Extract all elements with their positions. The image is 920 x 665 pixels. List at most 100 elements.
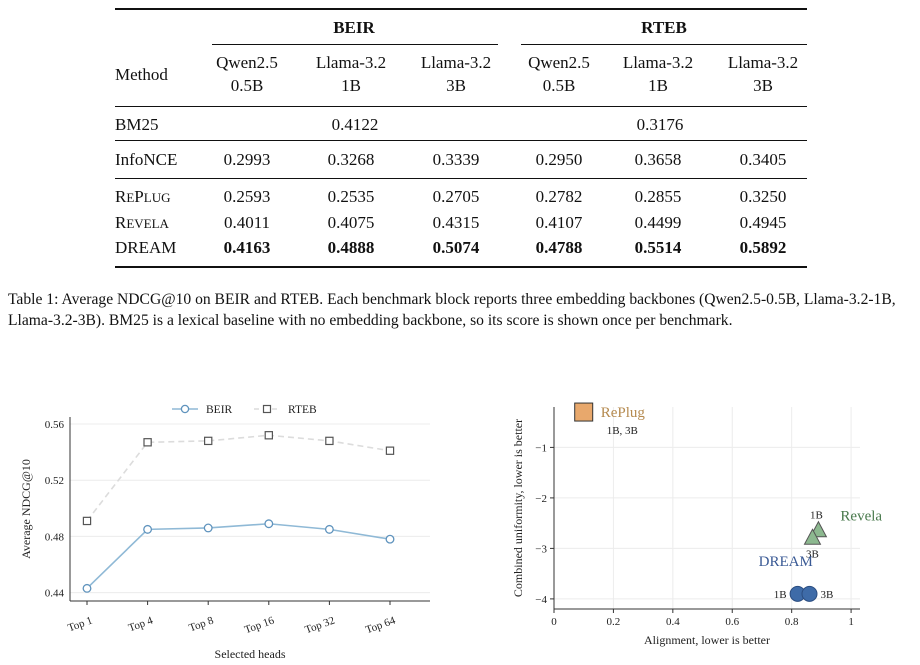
revela-value-0: 0.4011 [223,213,271,232]
dream-value-5: 0.5892 [739,238,787,257]
x-tick-label: Top 64 [364,614,397,636]
scatter-chart: 0 0.2 0.4 0.6 0.8 1 −1 −2 −3 −4 RePlug 1B, 3B 1B 3B Re… [511,402,882,647]
replug-value-3: 0.2782 [535,187,583,206]
table-caption: Table 1: Average NDCG@10 on BEIR and RTE… [8,291,896,329]
x-tick-label: 0.6 [725,616,739,628]
x-tick-label: 0.2 [607,616,621,628]
x-tick-label: Top 8 [187,614,215,634]
group-header-rteb: RTEB [641,18,687,37]
group-label-replug: RePlug [601,405,646,421]
dream-value-0: 0.4163 [223,238,271,257]
legend-marker-rteb [262,404,272,414]
y-tick-label: 0.56 [45,419,65,431]
point-label-dream-3b: 3B [820,589,833,601]
point-revela-3b [803,528,822,545]
revela-value-2: 0.4315 [432,213,480,232]
model-header-3-line0: Qwen2.5 [528,53,590,72]
x-tick-label: Top 32 [303,615,336,637]
point-replug [574,402,594,422]
y-tick-label: 0.48 [45,531,65,543]
top-rule [115,8,807,10]
point-label-replug: 1B, 3B [607,425,638,437]
header-rule [115,106,807,107]
point-label-dream-1b: 1B [774,589,787,601]
dream-value-3: 0.4788 [535,238,583,257]
replug-value-1: 0.2535 [327,187,375,206]
point-label-revela-3b: 3B [806,548,819,560]
legend-marker-beir [180,404,190,414]
point-rteb [204,436,213,446]
y-tick-label: −1 [535,442,547,454]
point-beir [324,524,334,534]
revela-value-1: 0.4075 [327,213,375,232]
point-rteb [143,438,152,447]
dream-value-1: 0.4888 [327,238,375,257]
replug-value-0: 0.2593 [223,187,271,206]
row-label-infonce: InfoNCE [115,150,178,169]
beir-rule [212,44,498,45]
model-header-5-line1: 3B [753,76,773,95]
y-tick-label: 0.44 [45,588,65,600]
model-header-4-line1: 1B [648,76,668,95]
point-label-revela-1b: 1B [810,510,823,522]
infonce-value-4: 0.3658 [634,150,682,169]
point-rteb [385,446,395,455]
replug-value-5: 0.3250 [739,187,787,206]
model-header-1-line1: 1B [341,76,361,95]
chart-legend: BEIR RTEB [172,404,317,416]
bm25-rule [115,140,807,141]
infonce-rule [115,178,807,179]
row-label-revela: REVELA [115,213,169,232]
point-rteb [82,516,92,526]
revela-value-5: 0.4945 [739,213,787,232]
x-tick-label: 1 [848,616,854,628]
x-tick-label: 0 [551,616,557,628]
x-tick-label: 0.8 [785,616,799,628]
rteb-rule [521,44,807,45]
point-rteb [264,431,274,440]
y-tick-label: 0.52 [45,475,64,487]
bm25-rteb: 0.3176 [636,115,684,134]
model-header-4-line0: Llama-3.2 [622,53,694,72]
x-tick-label: Top 1 [66,615,94,635]
row-label-bm25: BM25 [115,115,159,134]
x-axis-label: Alignment, lower is better [644,633,770,647]
x-tick-label: Top 16 [243,614,276,636]
x-tick-label: 0.4 [666,616,680,628]
model-header-2-line0: Llama-3.2 [420,53,492,72]
y-tick-label: −2 [535,493,547,505]
method-header: Method [115,65,168,84]
infonce-value-1: 0.3268 [327,150,375,169]
legend-label-rteb: RTEB [288,404,317,416]
bottom-rule [115,266,807,268]
legend-label-beir: BEIR [206,404,233,416]
point-beir [143,524,153,534]
model-header-3-line1: 0.5B [542,76,576,95]
point-dream-3b [801,585,818,602]
infonce-value-2: 0.3339 [432,150,480,169]
point-beir [264,519,274,529]
model-header-1-line0: Llama-3.2 [315,53,387,72]
model-header-0-line0: Qwen2.5 [216,53,278,72]
infonce-value-0: 0.2993 [223,150,271,169]
point-beir [385,534,395,544]
bm25-beir: 0.4122 [331,115,379,134]
point-beir [82,583,92,593]
series-line-beir [86,522,391,589]
row-label-replug: REPLUG [115,187,171,206]
model-header-0-line1: 0.5B [230,76,264,95]
model-header-5-line0: Llama-3.2 [727,53,799,72]
y-axis-label: Average NDCG@10 [19,459,33,559]
dream-value-4: 0.5514 [634,238,682,257]
dream-value-2: 0.5074 [432,238,480,257]
x-axis-label: Selected heads [215,647,286,661]
replug-value-2: 0.2705 [432,187,480,206]
point-rteb [325,436,334,446]
y-tick-label: −3 [535,543,547,555]
group-label-revela: Revela [840,509,882,525]
y-axis-label: Combined uniformity, lower is better [511,419,525,597]
results-table: BEIR RTEB Method Qwen2.5 0.5B Llama-3.2 1B L… [115,8,807,270]
x-tick-label: Top 4 [127,614,155,634]
point-beir [203,523,213,533]
model-header-2-line1: 3B [446,76,466,95]
